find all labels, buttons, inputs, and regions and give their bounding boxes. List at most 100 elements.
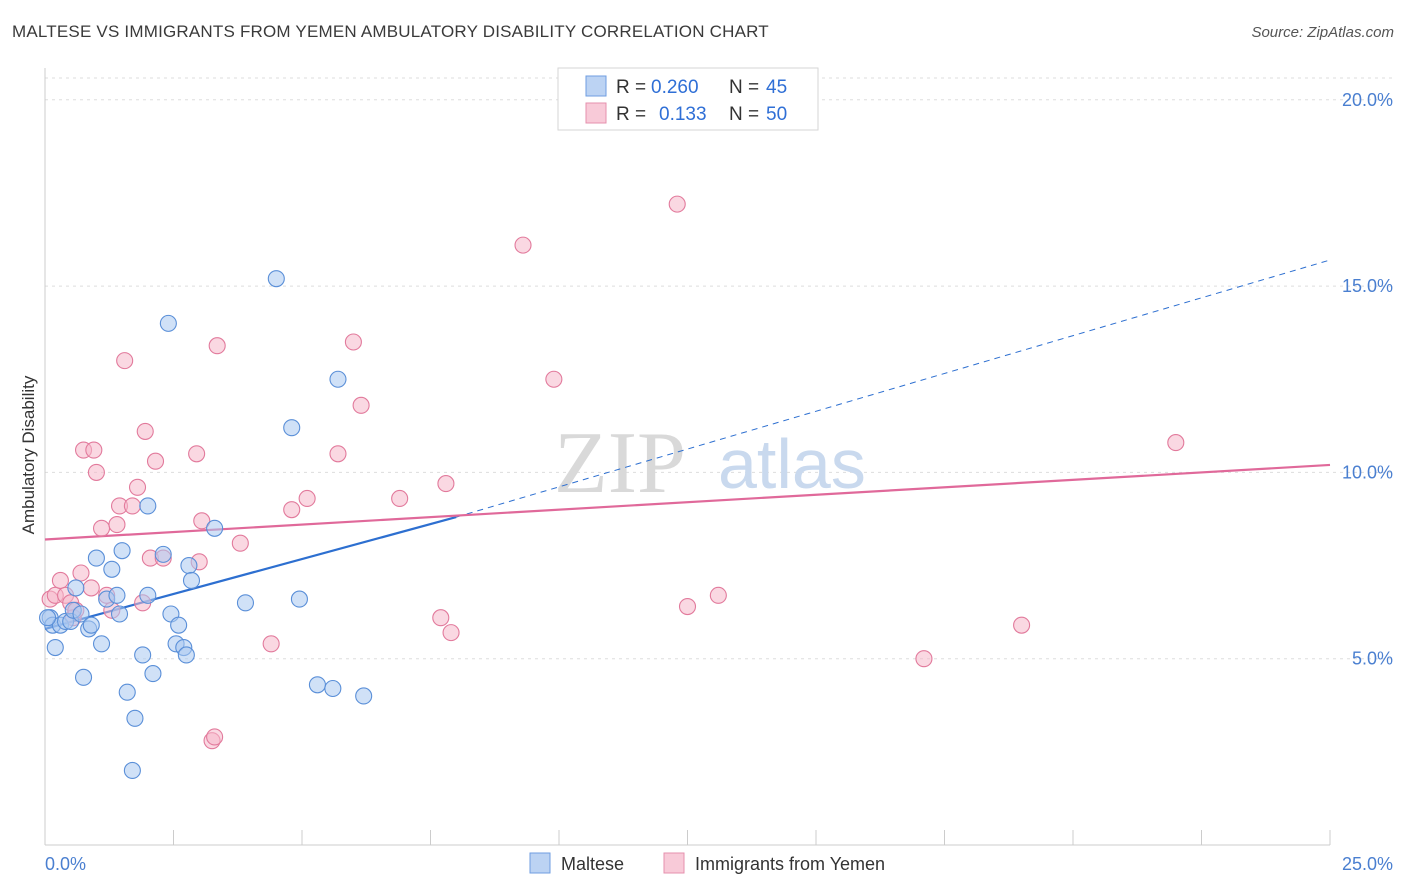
point-yemen [51,571,69,590]
data-points [39,195,1185,780]
point-maltese [290,590,308,608]
y-tick-label: 5.0% [1352,649,1393,669]
point-yemen [92,519,111,537]
point-yemen [85,441,103,459]
legend-r-value-maltese: 0.260 [651,77,699,98]
point-maltese [170,616,188,634]
chart-title: MALTESE VS IMMIGRANTS FROM YEMEN AMBULAT… [12,22,769,41]
point-maltese [134,646,152,664]
point-maltese [324,679,342,698]
bottom-legend-swatch-yemen [663,852,685,874]
point-yemen [108,516,126,534]
point-yemen [116,352,134,370]
source-credit: Source: ZipAtlas.com [1251,24,1394,41]
point-maltese [126,709,144,727]
point-maltese [139,586,157,604]
point-yemen [668,195,686,213]
point-yemen [136,422,154,440]
point-yemen [442,624,460,642]
point-yemen [437,475,455,493]
point-yemen [146,452,165,470]
point-maltese [123,761,141,780]
point-yemen [391,489,409,508]
point-maltese [154,545,172,563]
point-yemen [1013,616,1031,634]
legend-r-value-yemen: 0.133 [659,104,707,125]
point-yemen [545,370,563,388]
point-maltese [139,497,157,515]
point-maltese [72,605,90,623]
bottom-legend-label-maltese: Maltese [561,854,624,874]
point-maltese [283,419,301,437]
point-yemen [262,635,280,653]
point-yemen [344,333,362,351]
point-maltese [75,668,93,686]
bottom-legend: Maltese Immigrants from Yemen [529,852,885,874]
point-yemen [352,396,370,414]
point-maltese [46,638,64,657]
legend-swatch-yemen [585,102,607,124]
legend-n-label-maltese: N = [729,77,759,98]
point-maltese [180,557,198,575]
point-yemen [432,609,450,627]
point-yemen [72,564,90,582]
point-yemen [123,497,141,515]
legend-r-label-maltese: R = [616,77,646,98]
point-maltese [67,579,85,597]
x-tick-label: 25.0% [1342,854,1393,874]
y-axis-title: Ambulatory Disability [19,375,38,534]
point-yemen [709,586,727,604]
gridlines [45,77,1392,660]
point-maltese [308,676,326,694]
point-yemen [231,534,249,552]
trend-line-maltese-extension [456,259,1331,518]
point-maltese [108,586,126,604]
y-tick-label: 20.0% [1342,90,1393,110]
point-maltese [92,635,111,653]
point-yemen [208,337,226,355]
legend-r-label-yemen: R = [616,104,646,125]
point-maltese [110,605,129,623]
point-yemen [298,489,316,508]
watermark-atlas: atlas [718,425,866,503]
point-yemen [283,501,301,519]
legend-n-value-yemen: 50 [766,104,787,125]
point-maltese [267,270,285,288]
point-maltese [206,519,224,537]
bottom-legend-label-yemen: Immigrants from Yemen [695,854,885,874]
trend-lines [44,259,1331,630]
point-maltese [355,687,373,705]
watermark: ZIP atlas [554,415,866,512]
point-yemen [128,478,147,496]
axes [44,68,1331,846]
point-yemen [1167,434,1185,452]
point-yemen [206,728,224,746]
legend-box: R = 0.260 N = 45 R = 0.133 N = 50 [557,67,819,131]
point-maltese [87,549,105,567]
trend-line-yemen [44,463,1331,541]
bottom-legend-swatch-maltese [529,852,551,874]
point-maltese [236,594,255,612]
point-maltese [182,571,201,590]
point-yemen [678,597,697,616]
legend-n-label-yemen: N = [729,104,759,125]
point-yemen [514,236,532,254]
point-yemen [188,445,206,463]
point-yemen [915,650,933,668]
point-maltese [144,665,162,683]
point-maltese [39,609,57,627]
point-maltese [118,683,136,701]
watermark-zip: ZIP [554,415,686,512]
point-maltese [103,560,121,578]
point-maltese [177,646,195,664]
y-tick-label: 15.0% [1342,276,1393,296]
point-yemen [87,463,105,481]
point-maltese [113,542,131,560]
x-tick-label: 0.0% [45,854,86,874]
legend-swatch-maltese [585,75,607,97]
point-yemen [193,512,211,530]
tick-labels: 5.0% 10.0% 15.0% 20.0% 0.0% 25.0% [45,90,1393,874]
point-yemen [82,579,100,597]
point-maltese [82,616,100,634]
legend-n-value-maltese: 45 [766,77,787,98]
